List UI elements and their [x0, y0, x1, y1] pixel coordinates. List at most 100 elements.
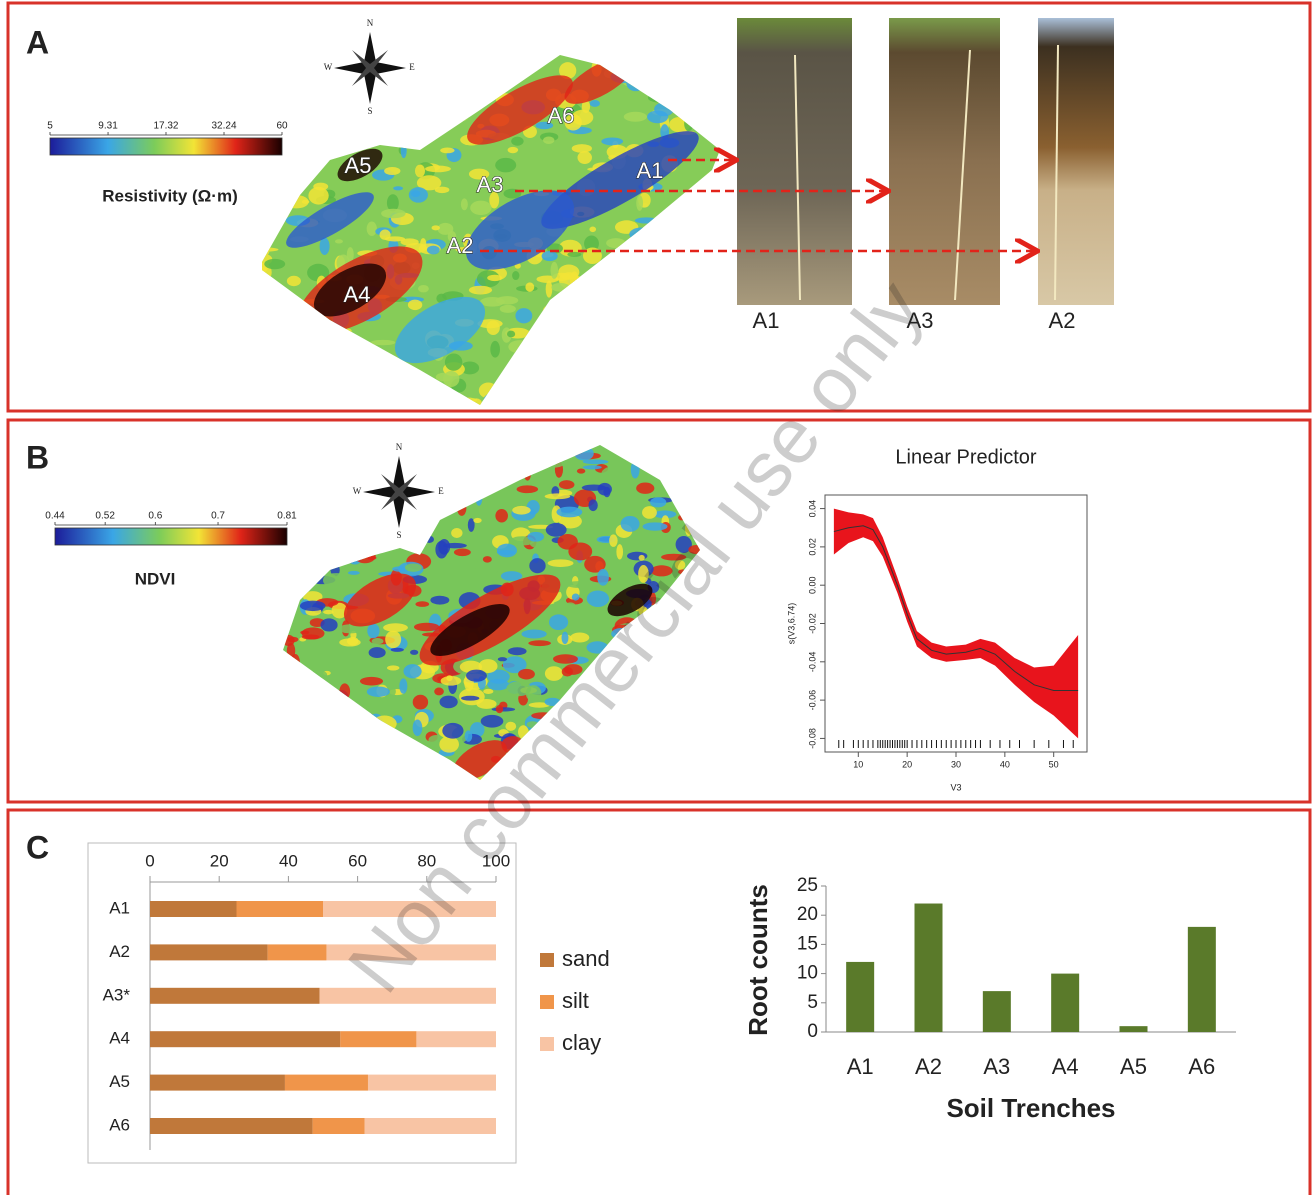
map-cell [591, 33, 604, 48]
x-tick-label: 30 [951, 759, 961, 769]
map-cell [409, 452, 426, 469]
map-cell [680, 716, 703, 728]
map-cell [409, 187, 428, 203]
map-cell [315, 123, 338, 133]
map-cell [319, 354, 338, 369]
map-cell [442, 66, 454, 75]
map-cell [554, 391, 560, 395]
map-cell [365, 658, 378, 666]
map-cell [655, 711, 674, 718]
map-cell [370, 340, 395, 345]
map-cell [372, 638, 384, 644]
map-cell [274, 686, 281, 703]
map-cell [387, 665, 399, 670]
map-cell [626, 75, 645, 91]
map-cell [348, 649, 366, 655]
map-cell [392, 745, 417, 762]
map-cell [443, 453, 459, 463]
map-cell [717, 339, 727, 357]
map-cell [454, 548, 471, 556]
map-cell [430, 40, 444, 50]
map-cell [604, 759, 612, 763]
map-cell [653, 357, 671, 363]
map-cell [615, 778, 623, 787]
map-cell [490, 341, 500, 358]
site-label: A1 [637, 158, 664, 183]
map-cell [645, 265, 671, 271]
map-cell [484, 439, 494, 447]
map-cell [644, 374, 668, 383]
map-cell [404, 116, 423, 121]
map-cell [323, 115, 331, 124]
map-cell [292, 48, 300, 61]
y-tick-label: -0.02 [807, 613, 817, 634]
map-cell [432, 113, 445, 118]
map-cell [260, 202, 278, 206]
map-cell [448, 87, 471, 91]
bar-segment [416, 1031, 496, 1047]
legend-label: silt [562, 988, 589, 1013]
colorbar [50, 138, 282, 155]
compass-label: W [324, 62, 333, 72]
map-cell [300, 601, 326, 612]
map-cell [314, 460, 323, 466]
map-cell [415, 779, 433, 791]
map-cell [403, 766, 419, 783]
map-cell [252, 117, 267, 135]
map-cell [388, 774, 395, 787]
map-cell [272, 786, 292, 792]
map-cell [404, 114, 411, 120]
map-cell [609, 434, 623, 442]
map-cell [644, 705, 667, 717]
map-cell [302, 200, 310, 204]
map-cell [358, 526, 382, 530]
bar [1188, 927, 1216, 1032]
map-cell [641, 238, 666, 256]
map-cell [271, 776, 295, 791]
map-cell [415, 164, 425, 177]
map-cell [504, 373, 513, 380]
x-axis-label: V3 [950, 782, 961, 792]
map-cell [367, 441, 378, 455]
map-cell [410, 650, 418, 655]
map-cell [616, 251, 627, 267]
map-cell [415, 601, 429, 607]
map-cell [590, 100, 600, 107]
map-cell [629, 227, 653, 241]
map-cell [660, 386, 685, 394]
map-cell [306, 758, 326, 772]
map-cell [604, 56, 610, 65]
x-tick-label: A1 [847, 1054, 874, 1079]
map-cell [541, 456, 566, 468]
map-cell [339, 468, 359, 477]
map-cell [308, 454, 328, 466]
map-cell [247, 104, 260, 115]
legend-label: sand [562, 946, 610, 971]
map-cell [673, 737, 693, 755]
map-cell [272, 747, 291, 752]
panel-label: C [26, 829, 49, 865]
map-cell [655, 428, 662, 442]
map-cell [466, 670, 487, 682]
map-cell [396, 82, 410, 93]
map-cell [282, 735, 296, 751]
map-cell [268, 295, 282, 310]
panel-label: B [26, 439, 49, 475]
map-cell [465, 730, 473, 741]
map-cell [437, 455, 462, 468]
map-cell [507, 331, 515, 338]
map-cell [520, 66, 530, 76]
map-cell [305, 709, 321, 716]
map-cell [700, 400, 707, 417]
map-cell [284, 54, 297, 61]
map-cell [289, 484, 306, 501]
chart-title: Linear Predictor [895, 446, 1037, 468]
map-cell [664, 707, 686, 719]
map-cell [500, 305, 516, 313]
map-cell [319, 503, 341, 511]
map-cell [289, 746, 310, 758]
map-cell [556, 507, 582, 518]
map-cell [291, 78, 298, 90]
map-cell [689, 744, 712, 757]
map-cell [387, 426, 404, 440]
